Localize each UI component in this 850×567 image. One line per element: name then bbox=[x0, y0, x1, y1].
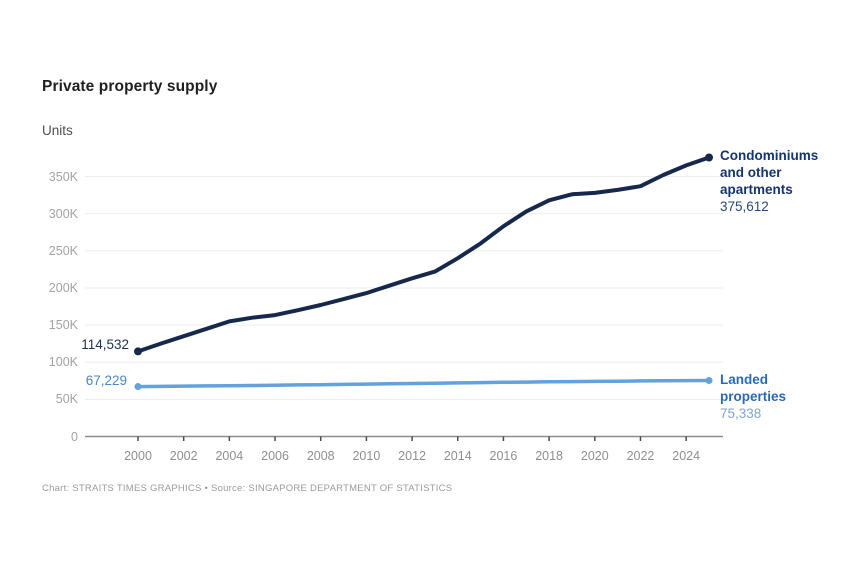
x-tick-label: 2020 bbox=[580, 449, 609, 463]
y-tick-label: 150K bbox=[48, 318, 78, 333]
series-endpoint-dot bbox=[705, 377, 713, 385]
y-tick-label: 300K bbox=[48, 206, 78, 221]
x-tick-label: 2004 bbox=[215, 449, 244, 463]
y-axis-unit-label: Units bbox=[42, 123, 73, 138]
x-tick-label: 2012 bbox=[398, 449, 426, 463]
y-tick-label: 250K bbox=[48, 243, 78, 258]
x-tick-label: 2014 bbox=[443, 449, 472, 463]
x-tick-label: 2016 bbox=[489, 449, 518, 463]
y-tick-label: 100K bbox=[48, 355, 78, 370]
y-tick-label: 200K bbox=[48, 280, 78, 295]
y-tick-label: 0 bbox=[71, 429, 78, 444]
x-tick-label: 2006 bbox=[261, 449, 289, 463]
condo-label-line-3: apartments bbox=[720, 182, 793, 197]
x-tick-label: 2010 bbox=[352, 449, 381, 463]
landed-label-line-1: Landed bbox=[720, 372, 769, 387]
x-tick-label: 2018 bbox=[535, 449, 564, 463]
y-tick-label: 350K bbox=[48, 169, 78, 184]
condo-start-value: 114,532 bbox=[81, 337, 129, 352]
series-endpoint-dot bbox=[134, 347, 142, 356]
landed-end-value: 75,338 bbox=[720, 406, 762, 421]
source-credit: Chart: STRAITS TIMES GRAPHICS • Source: … bbox=[42, 483, 453, 494]
condo-end-value: 375,612 bbox=[720, 199, 769, 214]
series-endpoint-dot bbox=[134, 383, 142, 391]
x-tick-label: 2024 bbox=[672, 449, 701, 463]
condo-series-label: Condominiums and other apartments 375,61… bbox=[720, 147, 818, 215]
landed-label-line-2: properties bbox=[720, 389, 787, 404]
series-endpoint-dot bbox=[705, 153, 713, 162]
landed-series-label: Landed properties 75,338 bbox=[720, 371, 786, 422]
condo-label-line-2: and other bbox=[720, 165, 782, 180]
condo-label-line-1: Condominiums bbox=[720, 148, 819, 163]
landed-series-line bbox=[136, 378, 711, 389]
chart-title: Private property supply bbox=[42, 78, 218, 95]
x-tick-label: 2008 bbox=[306, 449, 335, 463]
y-tick-label: 50K bbox=[55, 392, 78, 407]
condo-series-line bbox=[136, 155, 711, 354]
x-tick-label: 2022 bbox=[626, 449, 655, 463]
landed-start-value: 67,229 bbox=[85, 373, 127, 388]
x-tick-label: 2000 bbox=[124, 449, 152, 463]
x-tick-label: 2002 bbox=[169, 449, 198, 463]
